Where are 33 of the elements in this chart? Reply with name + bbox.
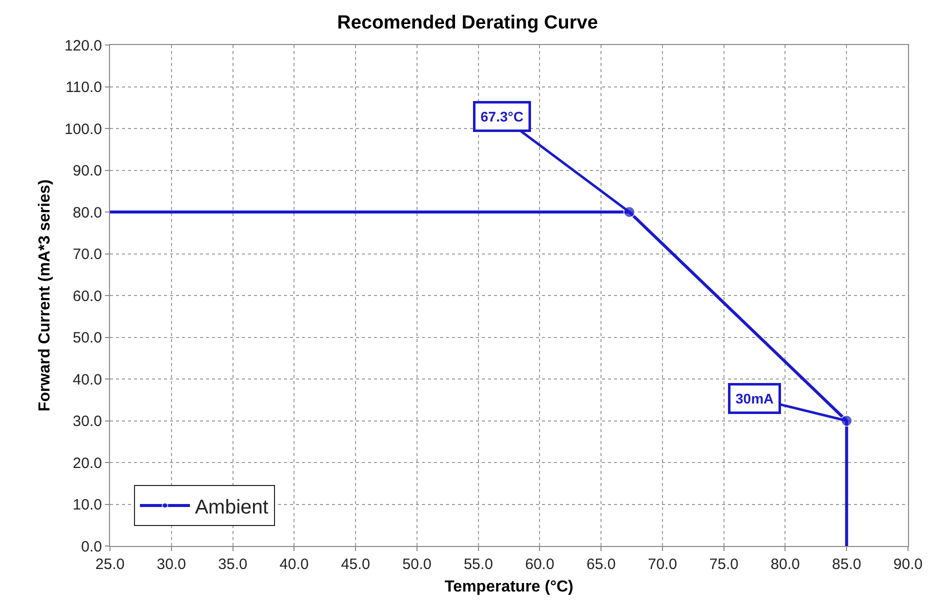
x-tick-label: 75.0 [709, 556, 738, 573]
y-tick-label: 10.0 [72, 496, 102, 514]
x-tick-label: 65.0 [586, 556, 616, 573]
annotation: 67.3°C [480, 108, 524, 124]
x-tick-label: 85.0 [832, 556, 862, 573]
x-tick-label: 55.0 [464, 556, 493, 573]
x-axis-title: Temperature (°C) [444, 578, 574, 596]
y-tick-label: 40.0 [72, 371, 102, 388]
x-tick-label: 30.0 [156, 556, 186, 573]
x-tick-label: 35.0 [218, 556, 248, 573]
x-tick-label: 70.0 [648, 556, 678, 573]
y-tick-label: 110.0 [66, 79, 102, 96]
chart-title: Recomended Derating Curve [337, 12, 598, 34]
y-tick-label: 90.0 [72, 162, 102, 180]
x-tick-label: 80.0 [770, 556, 800, 573]
legend-label: Ambient [194, 496, 269, 518]
y-tick-label: 70.0 [72, 246, 102, 263]
y-tick-label: 0.0 [81, 538, 102, 556]
y-axis-title: Forward Current (mA*3 series) [36, 179, 54, 412]
y-tick-label: 100.0 [64, 120, 102, 138]
x-tick-label: 25.0 [95, 556, 125, 573]
y-tick-label: 30.0 [72, 413, 102, 430]
y-tick-label: 60.0 [72, 288, 102, 305]
x-tick-label: 40.0 [280, 556, 309, 573]
x-tick-label: 90.0 [893, 556, 923, 573]
x-tick-label: 60.0 [525, 556, 554, 573]
annotation: 30mA [736, 390, 774, 406]
y-tick-label: 120.0 [64, 37, 102, 54]
y-tick-label: 80.0 [72, 204, 102, 222]
y-tick-label: 50.0 [72, 330, 102, 346]
y-tick-label: 20.0 [72, 454, 102, 472]
x-tick-label: 50.0 [402, 556, 432, 573]
x-tick-label: 45.0 [340, 556, 370, 573]
